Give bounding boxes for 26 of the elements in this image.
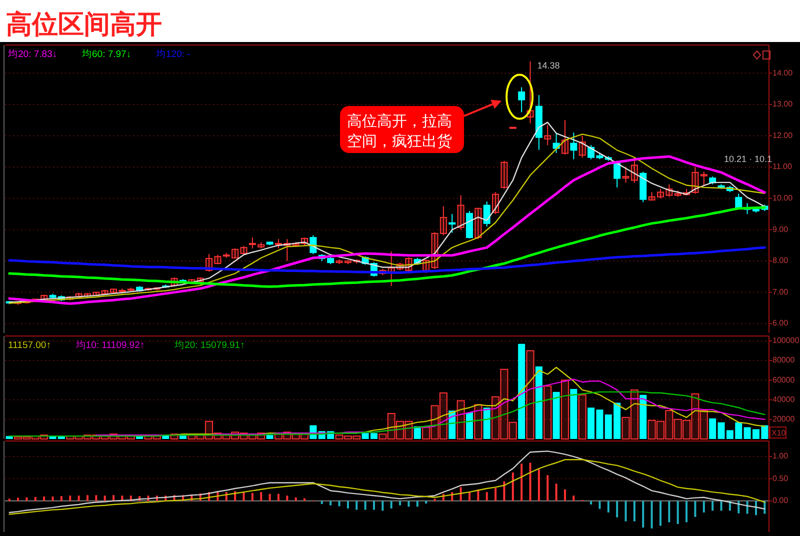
text: 均20: 15079.91↑ <box>174 339 245 351</box>
y-tick-label: 10.00 <box>772 194 794 202</box>
y-tick-label: 8.00 <box>772 256 789 266</box>
y-tick-label: 7.00 <box>772 287 789 296</box>
annotation: 高位高开，拉高空间，疯狂出货 <box>347 112 452 150</box>
text: 均10: 11109.92↑ <box>74 339 145 351</box>
y-tick-label: 0.00 <box>772 496 789 506</box>
y-tick-label: 80000 <box>772 356 796 365</box>
chart-title: 高位区间高开 <box>6 10 162 40</box>
text: 11157.00↑ <box>8 340 51 351</box>
y-tick-label: 1.00 <box>772 452 789 461</box>
y-tick-label: 12.00 <box>772 130 794 140</box>
y-tick-label: 13.00 <box>772 100 794 109</box>
y-tick-label: 11.00 <box>772 162 792 172</box>
y-tick-label: 14.00 <box>772 68 794 78</box>
y-tick-label: 6.00 <box>772 318 789 328</box>
text: 均60: 7.97↓ <box>81 48 132 60</box>
y-tick-label: 60000 <box>772 375 796 384</box>
text: 均120: - <box>155 48 190 60</box>
y-tick-label: 0.50 <box>772 474 789 483</box>
text: 均20: 7.83↓ <box>7 48 58 60</box>
y-tick-label: 20000 <box>772 414 796 424</box>
y-tick-label: 100000 <box>772 336 800 346</box>
annotation: 14.38 <box>537 60 560 70</box>
y-tick-label: 40000 <box>772 394 796 404</box>
y-tick-label: 9.00 <box>772 224 789 234</box>
